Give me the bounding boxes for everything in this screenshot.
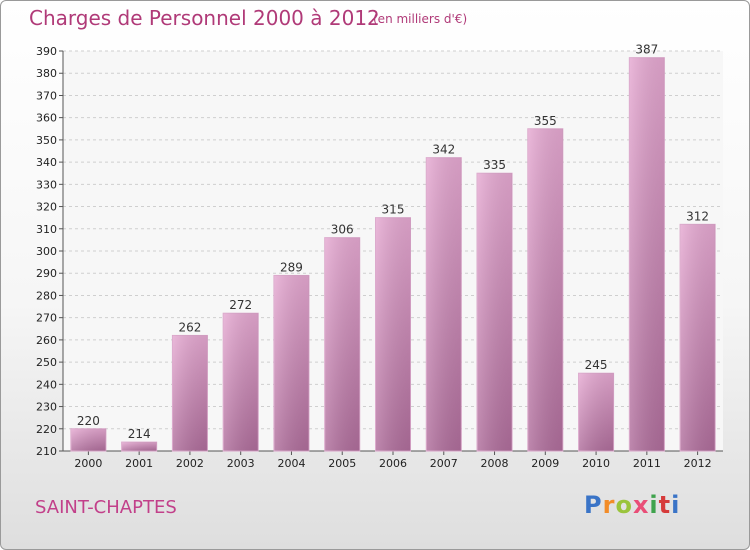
bar-shade <box>70 428 106 451</box>
x-tick-label: 2008 <box>481 457 509 470</box>
unit-note: (en milliers d'€) <box>373 12 468 26</box>
bar-value-label: 306 <box>331 223 354 237</box>
bar-value-label: 220 <box>77 414 100 428</box>
bar-shade <box>121 442 157 451</box>
bar-value-label: 387 <box>635 43 658 57</box>
y-tick-label: 360 <box>36 112 57 125</box>
x-tick-label: 2010 <box>582 457 610 470</box>
y-tick-label: 370 <box>36 89 57 102</box>
bar-shade <box>527 128 563 451</box>
bar-shade <box>172 335 208 451</box>
x-tick-label: 2003 <box>227 457 255 470</box>
bar-shade <box>477 173 513 451</box>
y-tick-label: 320 <box>36 201 57 214</box>
x-tick-label: 2009 <box>531 457 559 470</box>
bar-value-label: 355 <box>534 114 557 128</box>
bar-value-label: 342 <box>432 143 455 157</box>
bar-value-label: 262 <box>178 320 201 334</box>
y-tick-label: 280 <box>36 289 57 302</box>
y-tick-label: 380 <box>36 67 57 80</box>
bar-value-label: 315 <box>382 203 405 217</box>
y-tick-label: 390 <box>36 45 57 58</box>
bar-value-label: 289 <box>280 260 303 274</box>
bar-shade <box>680 224 716 451</box>
bar-shade <box>426 157 462 451</box>
y-tick-label: 340 <box>36 156 57 169</box>
bar-value-label: 214 <box>128 427 151 441</box>
y-tick-label: 250 <box>36 356 57 369</box>
y-tick-label: 260 <box>36 334 57 347</box>
chart-title: Charges de Personnel 2000 à 2012 <box>29 6 380 30</box>
x-tick-label: 2000 <box>74 457 102 470</box>
bar-shade <box>223 313 259 451</box>
bar-shade <box>629 57 665 452</box>
x-tick-label: 2004 <box>277 457 305 470</box>
x-tick-label: 2001 <box>125 457 153 470</box>
x-tick-label: 2005 <box>328 457 356 470</box>
commune-name: SAINT-CHAPTES <box>35 497 177 518</box>
bar-shade <box>273 275 309 451</box>
bar-shade <box>375 217 411 451</box>
bar-value-label: 335 <box>483 158 506 172</box>
x-tick-label: 2007 <box>430 457 458 470</box>
y-tick-label: 310 <box>36 223 57 236</box>
y-tick-label: 290 <box>36 267 57 280</box>
x-tick-label: 2012 <box>684 457 712 470</box>
y-tick-label: 350 <box>36 134 57 147</box>
x-tick-label: 2011 <box>633 457 661 470</box>
bar-shade <box>324 237 360 451</box>
x-tick-label: 2002 <box>176 457 204 470</box>
bar-shade <box>578 373 614 451</box>
bar-value-label: 245 <box>585 358 608 372</box>
y-tick-label: 210 <box>36 445 57 458</box>
y-tick-label: 230 <box>36 401 57 414</box>
y-tick-label: 270 <box>36 312 57 325</box>
bar-value-label: 312 <box>686 209 709 223</box>
x-tick-label: 2006 <box>379 457 407 470</box>
bar-value-label: 272 <box>229 298 252 312</box>
y-tick-label: 220 <box>36 423 57 436</box>
y-tick-label: 240 <box>36 378 57 391</box>
y-tick-label: 330 <box>36 178 57 191</box>
y-tick-label: 300 <box>36 245 57 258</box>
proxiti-logo: Proxiti <box>584 491 681 519</box>
